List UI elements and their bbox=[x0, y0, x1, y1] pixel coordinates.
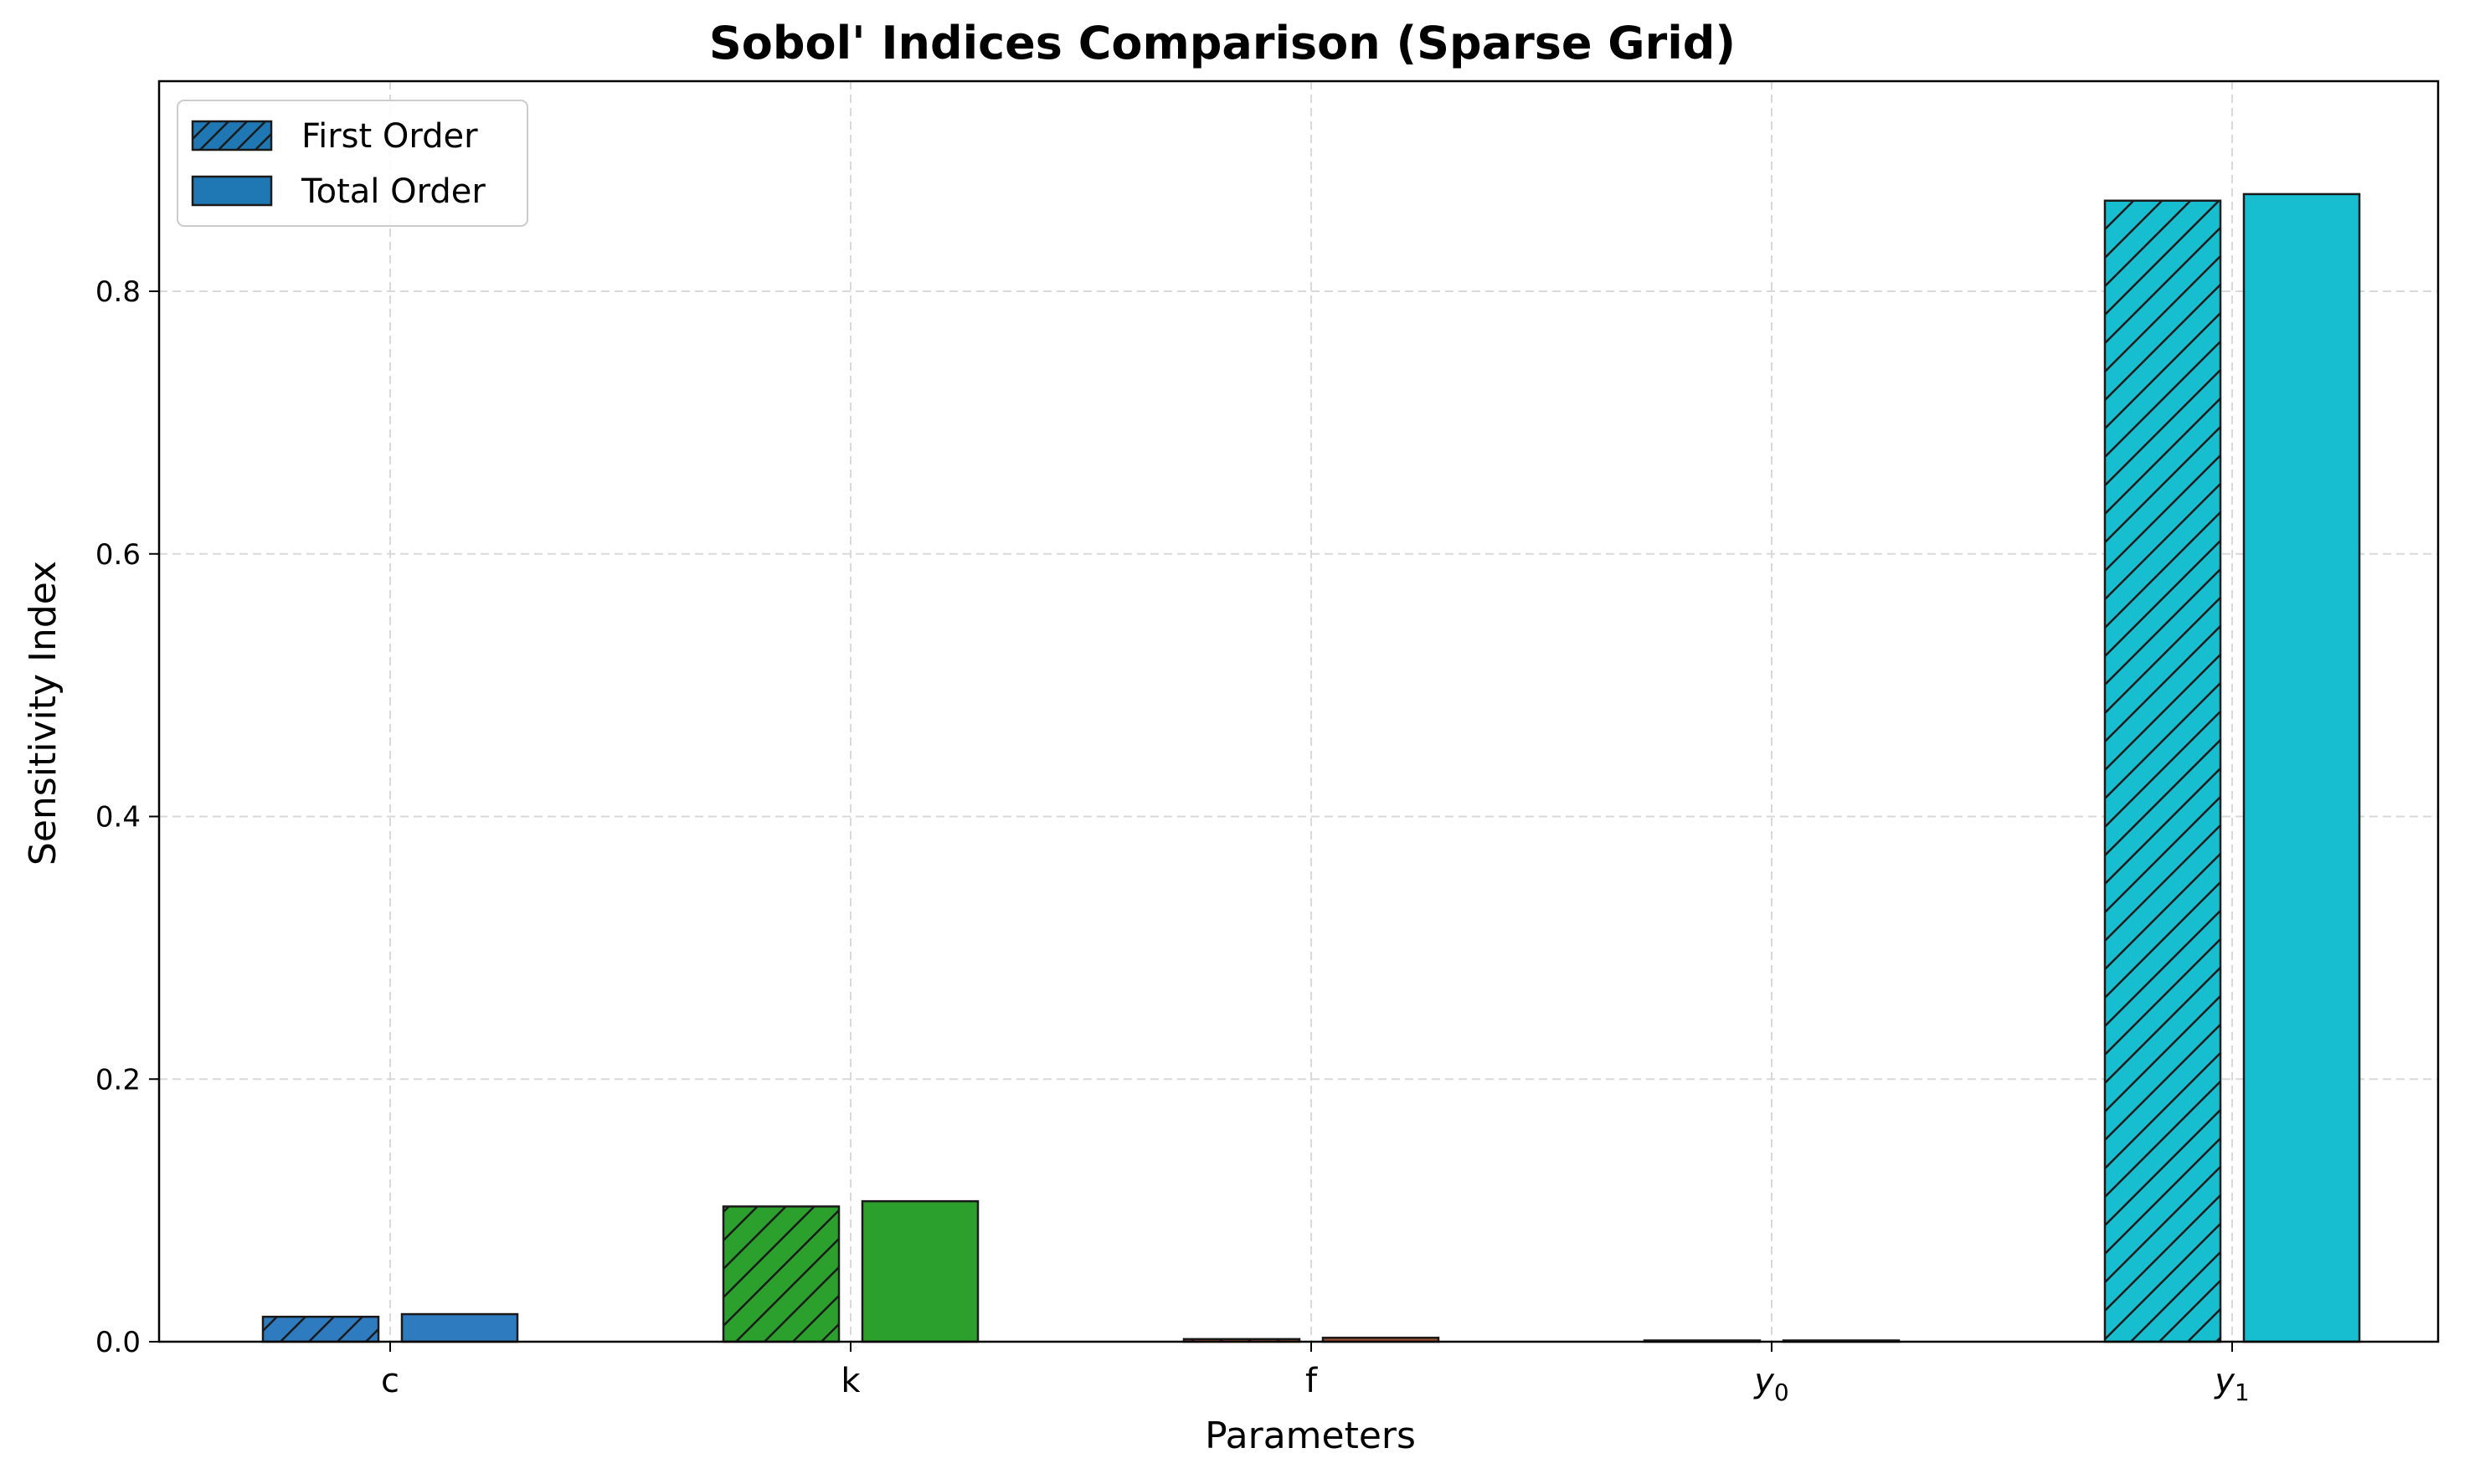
bar-total-order-c bbox=[400, 1312, 519, 1343]
legend-swatch-total-order bbox=[191, 175, 273, 207]
grid-lines bbox=[159, 81, 2438, 1342]
y-axis-ticks: 0.0 0.2 0.4 0.6 0.8 bbox=[95, 275, 159, 1359]
legend-label-first-order: First Order bbox=[301, 117, 478, 156]
x-tick-label-k: k bbox=[841, 1362, 861, 1400]
bar-first-order-y1 bbox=[2103, 199, 2222, 1343]
y-tick-label: 0.8 bbox=[95, 275, 141, 309]
y-tick-label: 0.2 bbox=[95, 1063, 141, 1096]
bars bbox=[261, 193, 2361, 1343]
x-tick-label-y1: y1 bbox=[2214, 1362, 2250, 1406]
x-tick-label-f: f bbox=[1305, 1362, 1318, 1400]
x-axis-label: Parameters bbox=[1205, 1415, 1416, 1457]
bar-total-order-k bbox=[861, 1199, 980, 1343]
x-tick-label-c: c bbox=[381, 1362, 399, 1400]
bar-first-order-k bbox=[722, 1205, 841, 1343]
bar-total-order-y1 bbox=[2242, 193, 2361, 1343]
legend-label-total-order: Total Order bbox=[301, 172, 486, 211]
y-axis-label: Sensitivity Index bbox=[22, 561, 64, 865]
x-tick-label-y0: y0 bbox=[1753, 1362, 1789, 1406]
y-tick-label: 0.4 bbox=[95, 801, 141, 834]
y-tick-label: 0.0 bbox=[95, 1326, 141, 1359]
y-tick-label: 0.6 bbox=[95, 538, 141, 572]
x-axis-ticks: c k f y0 y1 bbox=[381, 1342, 2250, 1406]
bar-first-order-c bbox=[261, 1315, 380, 1343]
legend: First Order Total Order bbox=[177, 100, 528, 227]
chart-title: Sobol' Indices Comparison (Sparse Grid) bbox=[709, 17, 1736, 69]
legend-swatch-first-order bbox=[191, 120, 273, 151]
plot-frame bbox=[157, 80, 2440, 1343]
